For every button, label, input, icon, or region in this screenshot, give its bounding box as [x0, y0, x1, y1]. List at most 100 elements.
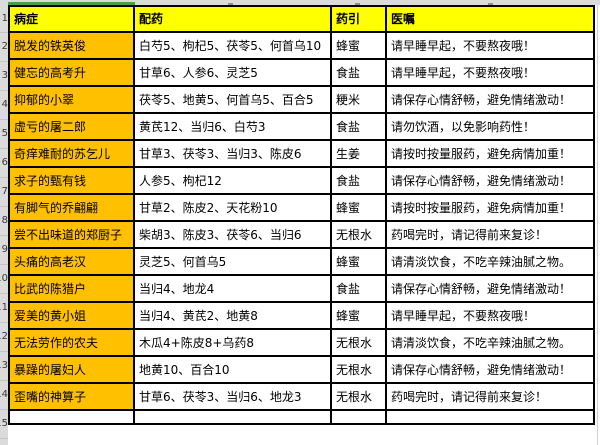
row-number[interactable]: 4: [0, 91, 8, 120]
guide-cell[interactable]: 蜂蜜: [330, 193, 387, 222]
prescription-cell[interactable]: 当归4、黄芪2、地黄8: [133, 301, 332, 330]
guide-cell[interactable]: 蜂蜜: [330, 31, 387, 60]
table-row: 头痛的高老汉 灵芝5、何首乌5 蜂蜜 请清淡饮食，不吃辛辣油腻之物。: [8, 247, 595, 276]
header-symptom[interactable]: 病症: [8, 5, 135, 33]
row-number[interactable]: 11: [0, 294, 8, 323]
table-row: 歪嘴的神算子 甘草6、茯苓3、当归6、地龙3 无根水 药喝完时，请记得前来复诊！: [8, 382, 595, 411]
instruction-cell[interactable]: 请按时按量服药，避免病情加重！: [385, 193, 595, 222]
table-row: 比武的陈猎户 当归4、地龙4 食盐 请保存心情舒畅，避免情绪激动！: [8, 274, 595, 303]
row-number[interactable]: 15: [0, 410, 8, 439]
symptom-cell[interactable]: 爱美的黄小姐: [8, 301, 135, 330]
table-row: 有脚气的乔翩翩 甘草2、陈皮2、天花粉10 蜂蜜 请按时按量服药，避免病情加重！: [8, 193, 595, 222]
instruction-cell[interactable]: 请按时按量服药，避免病情加重！: [385, 139, 595, 168]
gridline: [597, 0, 598, 445]
instruction-cell[interactable]: 请保存心情舒畅，避免情绪激动！: [385, 274, 595, 303]
instruction-cell[interactable]: 请勿饮酒，以免影响药性！: [385, 112, 595, 141]
symptom-cell[interactable]: 有脚气的乔翩翩: [8, 193, 135, 222]
empty-cell[interactable]: [8, 409, 135, 425]
prescription-cell[interactable]: 地黄10、百合10: [133, 355, 332, 384]
column-letter-remnant: [355, 3, 360, 5]
symptom-cell[interactable]: 头痛的高老汉: [8, 247, 135, 276]
prescription-cell[interactable]: 甘草2、陈皮2、天花粉10: [133, 193, 332, 222]
prescription-cell[interactable]: 当归4、地龙4: [133, 274, 332, 303]
instruction-cell[interactable]: 药喝完时，请记得前来复诊！: [385, 220, 595, 249]
symptom-cell[interactable]: 奇痒难耐的苏乞儿: [8, 139, 135, 168]
guide-cell[interactable]: 食盐: [330, 166, 387, 195]
header-instruction[interactable]: 医嘱: [385, 5, 595, 33]
symptom-cell[interactable]: 健忘的高考升: [8, 58, 135, 87]
table-row: 脱发的铁英俊 白芍5、枸杞5、茯苓5、何首乌10 蜂蜜 请早睡早起，不要熬夜哦！: [8, 31, 595, 60]
guide-cell[interactable]: 粳米: [330, 85, 387, 114]
guide-cell[interactable]: 食盐: [330, 274, 387, 303]
prescription-cell[interactable]: 甘草3、茯苓3、当归3、陈皮6: [133, 139, 332, 168]
header-prescription[interactable]: 配药: [133, 5, 332, 33]
empty-row: [8, 409, 595, 425]
prescription-cell[interactable]: 白芍5、枸杞5、茯苓5、何首乌10: [133, 31, 332, 60]
prescription-table: 病症 配药 药引 医嘱 脱发的铁英俊 白芍5、枸杞5、茯苓5、何首乌10 蜂蜜 请早睡…: [8, 5, 595, 425]
prescription-cell[interactable]: 木瓜4+陈皮8+乌药8: [133, 328, 332, 357]
symptom-cell[interactable]: 虚亏的屠二郎: [8, 112, 135, 141]
prescription-cell[interactable]: 茯苓5、地黄5、何首乌5、百合5: [133, 85, 332, 114]
row-number[interactable]: 10: [0, 265, 8, 294]
instruction-cell[interactable]: 药喝完时，请记得前来复诊！: [385, 382, 595, 411]
table-row: 尝不出味道的郑厨子 柴胡3、陈皮3、茯苓6、当归6 无根水 药喝完时，请记得前来复诊！: [8, 220, 595, 249]
symptom-cell[interactable]: 抑郁的小翠: [8, 85, 135, 114]
row-number[interactable]: 12: [0, 323, 8, 352]
table-row: 求子的甄有钱 人参5、枸杞12 食盐 请保存心情舒畅，避免情绪激动！: [8, 166, 595, 195]
row-number[interactable]: 3: [0, 62, 8, 91]
prescription-cell[interactable]: 柴胡3、陈皮3、茯苓6、当归6: [133, 220, 332, 249]
header-guide[interactable]: 药引: [330, 5, 387, 33]
instruction-cell[interactable]: 请保存心情舒畅，避免情绪激动！: [385, 85, 595, 114]
instruction-cell[interactable]: 请早睡早起，不要熬夜哦！: [385, 31, 595, 60]
symptom-cell[interactable]: 歪嘴的神算子: [8, 382, 135, 411]
column-letter-remnant: [228, 3, 233, 5]
instruction-cell[interactable]: 请清淡饮食，不吃辛辣油腻之物。: [385, 247, 595, 276]
guide-cell[interactable]: 无根水: [330, 355, 387, 384]
symptom-cell[interactable]: 比武的陈猎户: [8, 274, 135, 303]
symptom-cell[interactable]: 暴躁的屠妇人: [8, 355, 135, 384]
table-row: 爱美的黄小姐 当归4、黄芪2、地黄8 蜂蜜 请早睡早起，不要熬夜哦！: [8, 301, 595, 330]
guide-cell[interactable]: 食盐: [330, 112, 387, 141]
table-row: 暴躁的屠妇人 地黄10、百合10 无根水 请保存心情舒畅，避免情绪激动！: [8, 355, 595, 384]
symptom-cell[interactable]: 尝不出味道的郑厨子: [8, 220, 135, 249]
row-number[interactable]: 6: [0, 149, 8, 178]
row-number[interactable]: 8: [0, 207, 8, 236]
guide-cell[interactable]: 蜂蜜: [330, 247, 387, 276]
empty-cell[interactable]: [385, 409, 595, 425]
prescription-cell[interactable]: 灵芝5、何首乌5: [133, 247, 332, 276]
symptom-cell[interactable]: 求子的甄有钱: [8, 166, 135, 195]
instruction-cell[interactable]: 请清淡饮食，不吃辛辣油腻之物。: [385, 328, 595, 357]
row-number[interactable]: 7: [0, 178, 8, 207]
empty-cell[interactable]: [330, 409, 387, 425]
selection-highlight-line: [8, 2, 135, 5]
table-row: 健忘的高考升 甘草6、人参6、灵芝5 食盐 请早睡早起，不要熬夜哦！: [8, 58, 595, 87]
table-row: 虚亏的屠二郎 黄芪12、当归6、白芍3 食盐 请勿饮酒，以免影响药性！: [8, 112, 595, 141]
guide-cell[interactable]: 生姜: [330, 139, 387, 168]
symptom-cell[interactable]: 脱发的铁英俊: [8, 31, 135, 60]
empty-cell[interactable]: [133, 409, 332, 425]
row-number[interactable]: 13: [0, 352, 8, 381]
row-number[interactable]: 1: [0, 5, 8, 33]
row-number[interactable]: 9: [0, 236, 8, 265]
instruction-cell[interactable]: 请保存心情舒畅，避免情绪激动！: [385, 355, 595, 384]
guide-cell[interactable]: 蜂蜜: [330, 301, 387, 330]
guide-cell[interactable]: 无根水: [330, 328, 387, 357]
row-number[interactable]: 14: [0, 381, 8, 410]
table-row: 奇痒难耐的苏乞儿 甘草3、茯苓3、当归3、陈皮6 生姜 请按时按量服药，避免病情加重！: [8, 139, 595, 168]
table-body: 脱发的铁英俊 白芍5、枸杞5、茯苓5、何首乌10 蜂蜜 请早睡早起，不要熬夜哦！ 健忘的…: [8, 31, 595, 425]
guide-cell[interactable]: 无根水: [330, 382, 387, 411]
row-number[interactable]: 2: [0, 33, 8, 62]
instruction-cell[interactable]: 请早睡早起，不要熬夜哦！: [385, 301, 595, 330]
prescription-cell[interactable]: 甘草6、茯苓3、当归6、地龙3: [133, 382, 332, 411]
guide-cell[interactable]: 无根水: [330, 220, 387, 249]
instruction-cell[interactable]: 请保存心情舒畅，避免情绪激动！: [385, 166, 595, 195]
row-number[interactable]: 5: [0, 120, 8, 149]
prescription-cell[interactable]: 人参5、枸杞12: [133, 166, 332, 195]
symptom-cell[interactable]: 无法劳作的农夫: [8, 328, 135, 357]
prescription-cell[interactable]: 甘草6、人参6、灵芝5: [133, 58, 332, 87]
guide-cell[interactable]: 食盐: [330, 58, 387, 87]
prescription-cell[interactable]: 黄芪12、当归6、白芍3: [133, 112, 332, 141]
instruction-cell[interactable]: 请早睡早起，不要熬夜哦！: [385, 58, 595, 87]
row-numbers-strip: 123456789101112131415: [0, 5, 8, 445]
